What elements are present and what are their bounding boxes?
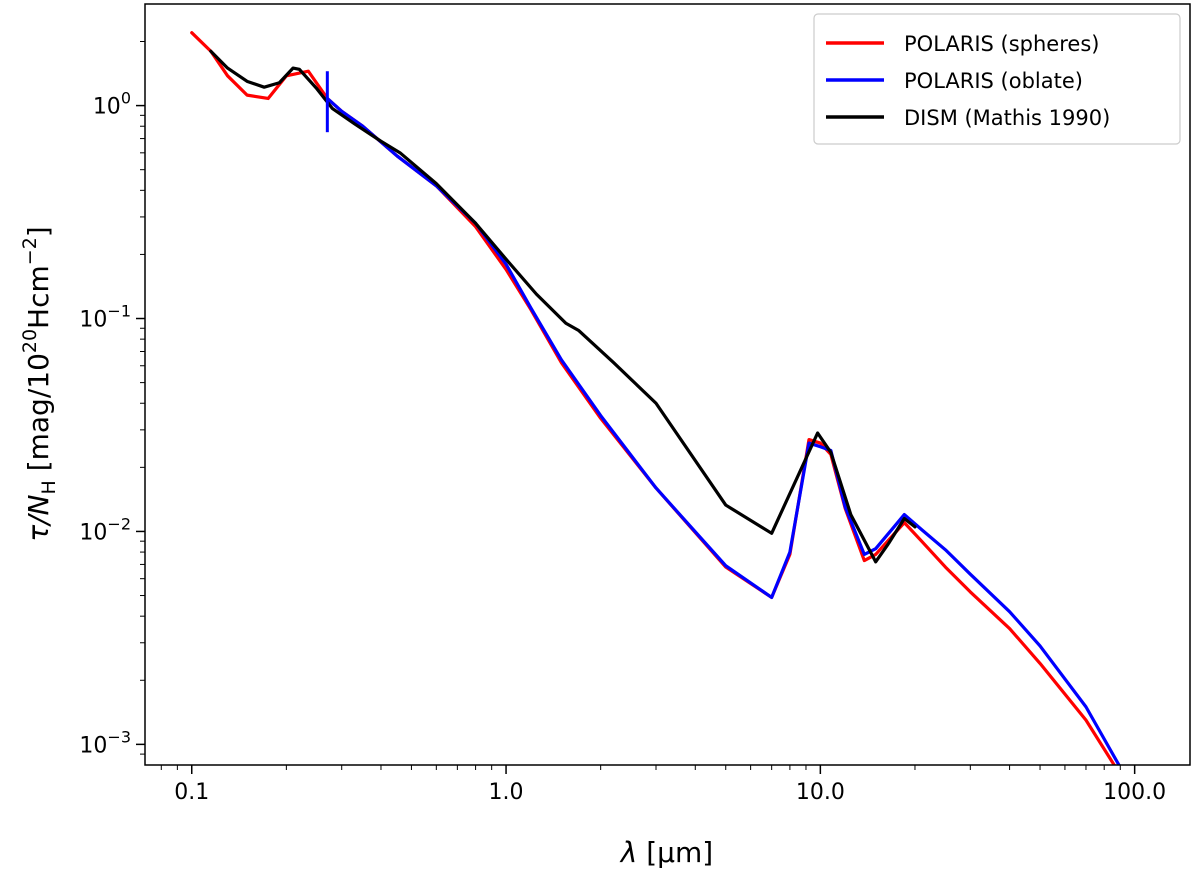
legend-box [813,13,1181,145]
x-tick-label: 0.1 [174,780,209,805]
y-axis-unit-a: [mag/10 [22,353,55,480]
x-tick-label: 100.0 [1103,780,1166,805]
y-axis-tau: τ/ [22,513,55,542]
x-tick-label: 1.0 [489,780,524,805]
y-axis-label: τ/NH [mag/1020Hcm−2] [19,226,60,542]
x-axis-label: λ [μm] [619,836,713,869]
y-axis-unit-b: Hcm [22,265,55,329]
y-axis-sub-h: H [38,480,60,494]
legend-label-dism: DISM (Mathis 1990) [904,106,1110,130]
y-axis-exp-m2: −2 [19,237,41,265]
legend-label-spheres: POLARIS (spheres) [904,32,1099,56]
legend-label-oblate: POLARIS (oblate) [904,69,1083,93]
ticks-layer: 0.1 1.0 10.0 100.0 100 10−1 10−2 10−3 [79,40,1166,805]
y-axis-exp-20: 20 [19,329,41,353]
y-tick-label: 10−1 [79,302,131,333]
plot-frame [144,3,1191,766]
x-axis-symbol: λ [619,836,638,869]
y-axis-n: N [22,494,55,515]
series-line-2 [209,49,917,564]
y-tick-label: 10−2 [79,514,131,545]
legend: POLARIS (spheres) POLARIS (oblate) DISM … [813,13,1181,145]
y-tick-label: 100 [93,89,131,120]
y-tick-label: 10−3 [79,727,131,758]
x-axis-unit: [μm] [637,836,713,869]
series-layer [190,31,1121,765]
y-axis-close: ] [22,226,55,237]
x-tick-label: 10.0 [796,780,845,805]
